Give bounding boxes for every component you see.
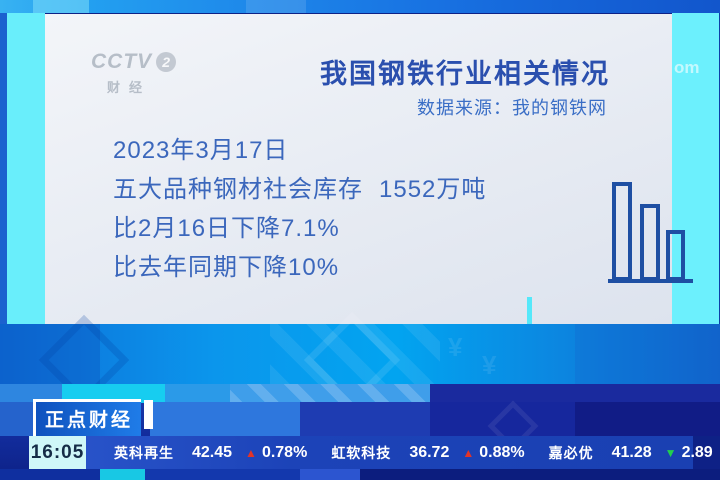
panel-title: 我国钢铁行业相关情况 <box>320 59 610 89</box>
stock-ticker: 16:05 英科再生 42.45 ▲ 0.78% 虹软科技 36.72 ▲ 0.… <box>29 436 713 469</box>
decor-tile <box>300 402 430 436</box>
decor-tile <box>0 384 62 402</box>
decor-tile <box>360 469 720 480</box>
cctv2-logo: CCTV 2 财经 <box>91 50 177 96</box>
up-triangle-icon: ▲ <box>462 445 475 460</box>
right-cyan-strip <box>672 13 719 324</box>
program-name: 正点财经 <box>33 399 142 436</box>
down-triangle-icon: ▼ <box>664 445 677 460</box>
lower-third: 正点财经 16:05 英科再生 42.45 ▲ 0.78% 虹软科技 36.72… <box>0 384 720 480</box>
info-panel: CCTV 2 财经 我国钢铁行业相关情况 数据来源：我的钢铁网 2023年3月1… <box>45 14 693 324</box>
channel-caption: 财经 <box>107 80 152 95</box>
decor-tile <box>575 324 720 384</box>
stock-change: 0.88% <box>479 443 525 461</box>
decor-tile <box>575 402 720 436</box>
channel-number-badge: 2 <box>156 52 177 72</box>
ticker-stocks: 英科再生 42.45 ▲ 0.78% 虹软科技 36.72 ▲ 0.88% 嘉必… <box>86 443 713 463</box>
decor-stripes <box>230 384 430 404</box>
decor-tile <box>100 469 145 480</box>
stock-price: 41.28 <box>611 443 652 461</box>
declining-bar-chart-icon <box>608 182 693 283</box>
decor-tile <box>145 469 300 480</box>
decor-tile <box>0 402 33 436</box>
decor-tile <box>430 402 575 436</box>
top-decor-bar <box>0 0 720 13</box>
decor-tile <box>0 469 100 480</box>
stock-name: 英科再生 <box>114 444 174 461</box>
decor-tile <box>430 384 720 402</box>
date-line: 2023年3月17日 <box>113 137 289 164</box>
panel-body: 2023年3月17日 五大品种钢材社会库存 1552万吨 比2月16日下降7.1%… <box>113 131 486 287</box>
decor-tile <box>62 384 165 403</box>
stock-change: 0.78% <box>261 443 308 461</box>
decor-tile <box>693 436 720 469</box>
change-vs-lastyear-line: 比去年同期下降10% <box>113 254 340 281</box>
program-banner: 正点财经 <box>33 399 154 436</box>
decor-tile <box>165 384 230 402</box>
data-source-label: 数据来源：我的钢铁网 <box>417 98 607 118</box>
banner-accent-bar <box>144 400 154 429</box>
yen-watermark: ¥ <box>448 332 463 362</box>
mosaic-band: ¥ ¥ <box>0 311 720 409</box>
up-triangle-icon: ▲ <box>245 445 257 460</box>
decor-tile <box>33 0 89 13</box>
yen-watermark: ¥ <box>482 350 497 380</box>
decor-tile <box>246 0 306 13</box>
inventory-line: 五大品种钢材社会库存 1552万吨 <box>113 170 486 209</box>
decor-stripes <box>270 324 440 384</box>
screen-watermark: om <box>674 58 700 77</box>
inventory-label: 五大品种钢材社会库存 <box>113 176 363 203</box>
ticker-stock-item: 英科再生 42.45 ▲ 0.78% <box>114 443 307 463</box>
decor-tile <box>0 324 100 384</box>
left-cyan-strip <box>7 13 45 324</box>
cctv-logo-text: CCTV <box>91 50 153 73</box>
ticker-stock-item: 嘉必优 41.28 ▼ 2.89 <box>549 443 713 463</box>
stock-change: 2.89 <box>681 443 713 461</box>
left-edge-strip <box>0 13 7 324</box>
stock-price: 36.72 <box>409 443 450 461</box>
stock-price: 42.45 <box>192 443 233 461</box>
decor-tile <box>150 402 300 436</box>
inventory-value: 1552万吨 <box>379 176 487 203</box>
change-vs-feb-line: 比2月16日下降7.1% <box>113 215 340 242</box>
stock-name: 虹软科技 <box>331 444 392 461</box>
ticker-stock-item: 虹软科技 36.72 ▲ 0.88% <box>331 443 524 463</box>
decor-tile <box>300 469 360 480</box>
stock-name: 嘉必优 <box>548 444 594 461</box>
time-display: 16:05 <box>29 436 86 469</box>
cyan-accent-sliver <box>527 297 532 324</box>
